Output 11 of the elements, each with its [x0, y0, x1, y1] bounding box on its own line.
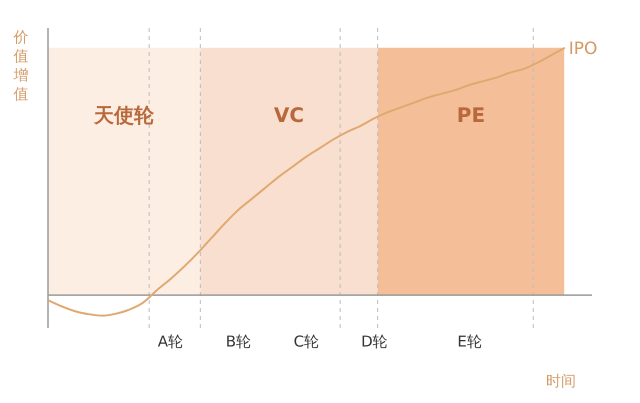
y-axis-title: 价值增值: [12, 28, 30, 104]
x-tick-label: D轮: [361, 332, 388, 351]
x-tick-label: B轮: [226, 332, 252, 351]
annotation: IPO: [568, 38, 598, 59]
x-tick-label: C轮: [294, 332, 320, 351]
x-tick-label: E轮: [457, 332, 482, 351]
annotation: VC: [274, 102, 304, 127]
x-axis-title: 时间: [546, 372, 576, 391]
annotation: 天使轮: [93, 102, 156, 127]
annotation: PE: [456, 102, 486, 127]
x-tick-label: A轮: [158, 332, 184, 351]
